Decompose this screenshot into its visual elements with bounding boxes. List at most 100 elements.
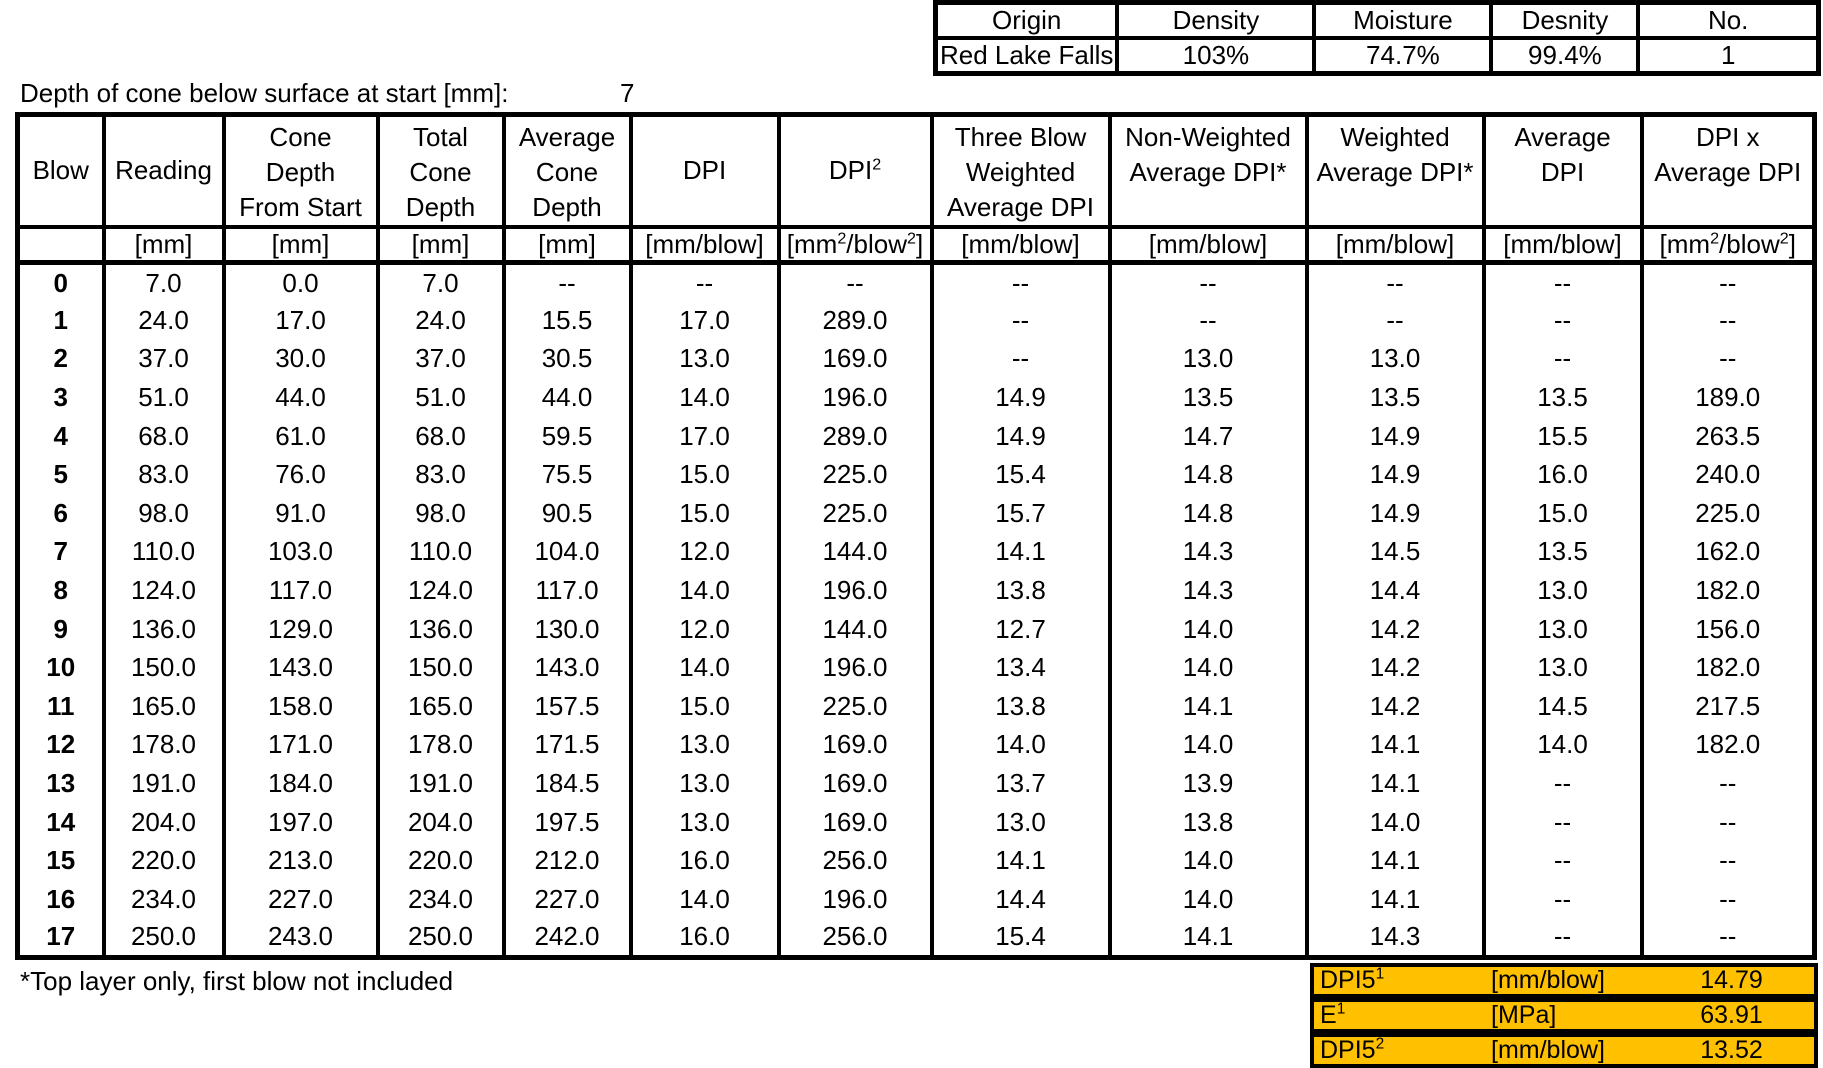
blow-number-cell: 6 — [15, 494, 106, 533]
data-cell: 14.9 — [1304, 455, 1486, 495]
superscript: 1 — [1375, 966, 1385, 983]
data-cell: 182.0 — [1639, 725, 1817, 765]
data-cell: 13.0 — [1107, 339, 1309, 379]
data-cell: 15.0 — [1481, 494, 1644, 533]
data-cell: 169.0 — [776, 339, 934, 379]
data-cell: 197.5 — [501, 802, 633, 842]
blow-number-cell: 15 — [15, 841, 106, 880]
data-cell: 169.0 — [776, 802, 934, 842]
data-cell: 196.0 — [776, 648, 934, 688]
data-cell: 51.0 — [375, 378, 506, 417]
table-row: 3 51.0 44.0 51.0 44.0 14.0 196.0 14.9 13.5 13.5 13… — [15, 378, 1817, 417]
data-cell: 14.1 — [1107, 918, 1309, 958]
data-cell: 15.0 — [628, 494, 781, 533]
column-header-line: From Start — [239, 192, 362, 222]
data-cell: 16.0 — [628, 918, 781, 958]
data-cell: 143.0 — [221, 648, 380, 688]
blow-number-cell: 11 — [15, 687, 106, 726]
data-cell: -- — [1481, 918, 1644, 958]
table-row: 7 110.0 103.0 110.0 104.0 12.0 144.0 14.1 14.3 14… — [15, 532, 1817, 572]
table-row: 1 24.0 17.0 24.0 15.5 17.0 289.0 -- -- -- -- -- — [15, 301, 1817, 340]
data-cell: 13.8 — [929, 687, 1112, 726]
data-cell: 14.1 — [1304, 764, 1486, 803]
superscript: 2 — [1375, 1036, 1385, 1053]
data-cell: 14.3 — [1107, 571, 1309, 610]
data-cell: -- — [1639, 841, 1817, 880]
superscript: 2 — [1710, 229, 1720, 248]
data-cell: 103.0 — [221, 532, 380, 572]
column-header-line: Depth — [405, 192, 476, 222]
column-header-cell: Three Blow Weighted Average DPI — [929, 114, 1112, 229]
blow-number-cell: 17 — [15, 918, 106, 958]
data-cell: 110.0 — [101, 532, 226, 572]
data-cell: 256.0 — [776, 918, 934, 958]
column-header-line: DPI — [682, 155, 727, 185]
data-cell: 12.0 — [628, 609, 781, 649]
data-cell: 184.5 — [501, 764, 633, 803]
data-cell: 14.0 — [628, 378, 781, 417]
data-cell: 234.0 — [375, 880, 506, 919]
data-cell: 14.0 — [628, 571, 781, 610]
blow-number-cell: 9 — [15, 609, 106, 649]
summary-value: 14.79 — [1700, 966, 1763, 994]
data-cell: 144.0 — [776, 609, 934, 649]
data-cell: 68.0 — [375, 416, 506, 456]
data-cell: 14.2 — [1304, 687, 1486, 726]
data-cell: 124.0 — [101, 571, 226, 610]
unit-cell: [mm2/blow2] — [776, 227, 934, 265]
table-row: 14 204.0 197.0 204.0 197.5 13.0 169.0 13.0 13.8 1… — [15, 802, 1817, 842]
summary-row: DPI51 [mm/blow] 14.79 — [1310, 963, 1818, 998]
data-cell: -- — [1481, 802, 1644, 842]
data-cell: 227.0 — [501, 880, 633, 919]
column-header-cell: DPI — [628, 114, 781, 229]
data-cell: 169.0 — [776, 725, 934, 765]
table-row: 16 234.0 227.0 234.0 227.0 14.0 196.0 14.4 14.0 1… — [15, 880, 1817, 919]
data-cell: -- — [1639, 802, 1817, 842]
data-cell: 14.0 — [628, 880, 781, 919]
data-cell: 68.0 — [101, 416, 226, 456]
data-cell: -- — [1481, 262, 1644, 302]
data-cell: 165.0 — [375, 687, 506, 726]
data-cell: 240.0 — [1639, 455, 1817, 495]
unit-cell: [mm2/blow2] — [1639, 227, 1817, 265]
data-cell: 110.0 — [375, 532, 506, 572]
data-cell: 157.5 — [501, 687, 633, 726]
info-header-cell: No. — [1636, 0, 1821, 40]
blow-number-cell: 5 — [15, 455, 106, 495]
column-header-line: Non-Weighted — [1125, 122, 1291, 152]
table-row: 15 220.0 213.0 220.0 212.0 16.0 256.0 14.1 14.0 1… — [15, 841, 1817, 880]
data-cell: 196.0 — [776, 880, 934, 919]
table-row: 13 191.0 184.0 191.0 184.5 13.0 169.0 13.7 13.9 1… — [15, 764, 1817, 803]
data-cell: 197.0 — [221, 802, 380, 842]
data-cell: 220.0 — [375, 841, 506, 880]
data-cell: 196.0 — [776, 571, 934, 610]
blow-number-cell: 2 — [15, 339, 106, 379]
superscript: 2 — [872, 155, 882, 174]
blow-number-cell: 1 — [15, 301, 106, 340]
blow-number-cell: 12 — [15, 725, 106, 765]
data-cell: 182.0 — [1639, 648, 1817, 688]
data-cell: 24.0 — [375, 301, 506, 340]
data-cell: 14.1 — [1304, 841, 1486, 880]
table-row: 11 165.0 158.0 165.0 157.5 15.0 225.0 13.8 14.1 1… — [15, 687, 1817, 726]
data-cell: 250.0 — [101, 918, 226, 958]
column-header-cell: Reading — [101, 114, 226, 229]
data-cell: 178.0 — [101, 725, 226, 765]
depth-note: Depth of cone below surface at start [mm… — [20, 78, 634, 108]
column-header-cell: DPI x Average DPI — [1639, 114, 1817, 229]
table-row: 8 124.0 117.0 124.0 117.0 14.0 196.0 13.8 14.3 14… — [15, 571, 1817, 610]
data-cell: 14.9 — [1304, 494, 1486, 533]
unit-cell: [mm] — [501, 227, 633, 265]
data-cell: 225.0 — [776, 455, 934, 495]
data-cell: 250.0 — [375, 918, 506, 958]
data-cell: 189.0 — [1639, 378, 1817, 417]
table-row: 4 68.0 61.0 68.0 59.5 17.0 289.0 14.9 14.7 14.9 15… — [15, 416, 1817, 456]
data-cell: -- — [1481, 841, 1644, 880]
data-cell: 15.5 — [1481, 416, 1644, 456]
unit-cell: [mm/blow] — [1304, 227, 1486, 265]
data-cell: 14.4 — [929, 880, 1112, 919]
unit-cell: [mm] — [101, 227, 226, 265]
column-header-line: Reading — [115, 155, 212, 185]
unit-cell: [mm/blow] — [1107, 227, 1309, 265]
depth-note-label: Depth of cone below surface at start [mm… — [20, 78, 509, 108]
